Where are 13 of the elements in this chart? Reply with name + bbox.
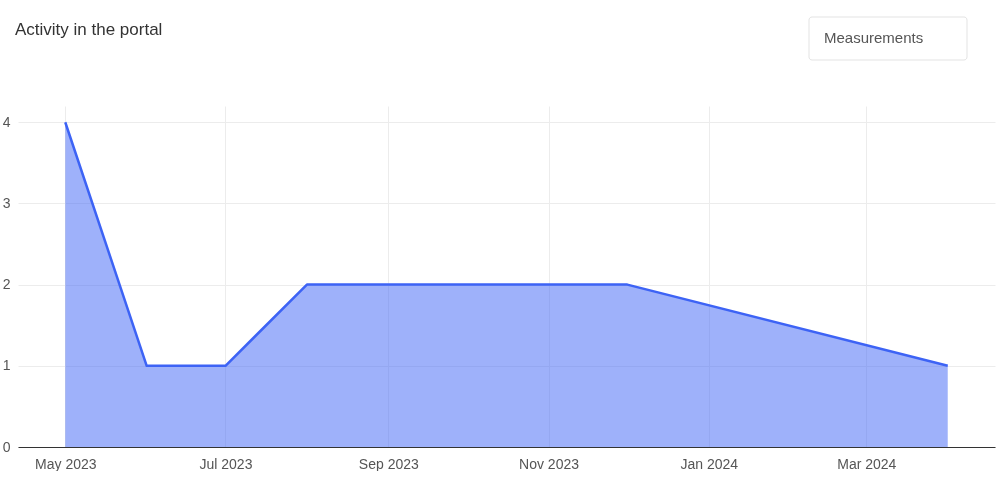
y-tick-label: 2 — [2, 276, 11, 293]
x-tick-label: Jan 2024 — [680, 455, 739, 472]
x-tick-label: Nov 2023 — [519, 455, 580, 472]
x-tick-label: May 2023 — [35, 455, 97, 472]
x-tick-label: Jul 2023 — [199, 455, 253, 472]
text: Measurements — [824, 29, 924, 46]
x-tick-label: Sep 2023 — [358, 455, 419, 472]
y-tick-label: 0 — [2, 438, 11, 455]
y-tick-label: 4 — [2, 113, 11, 130]
y-tick-label: 3 — [2, 194, 11, 211]
chart-title: Activity in the portal — [15, 20, 163, 39]
x-tick-label: Mar 2024 — [837, 455, 897, 472]
y-tick-label: 1 — [2, 357, 11, 374]
